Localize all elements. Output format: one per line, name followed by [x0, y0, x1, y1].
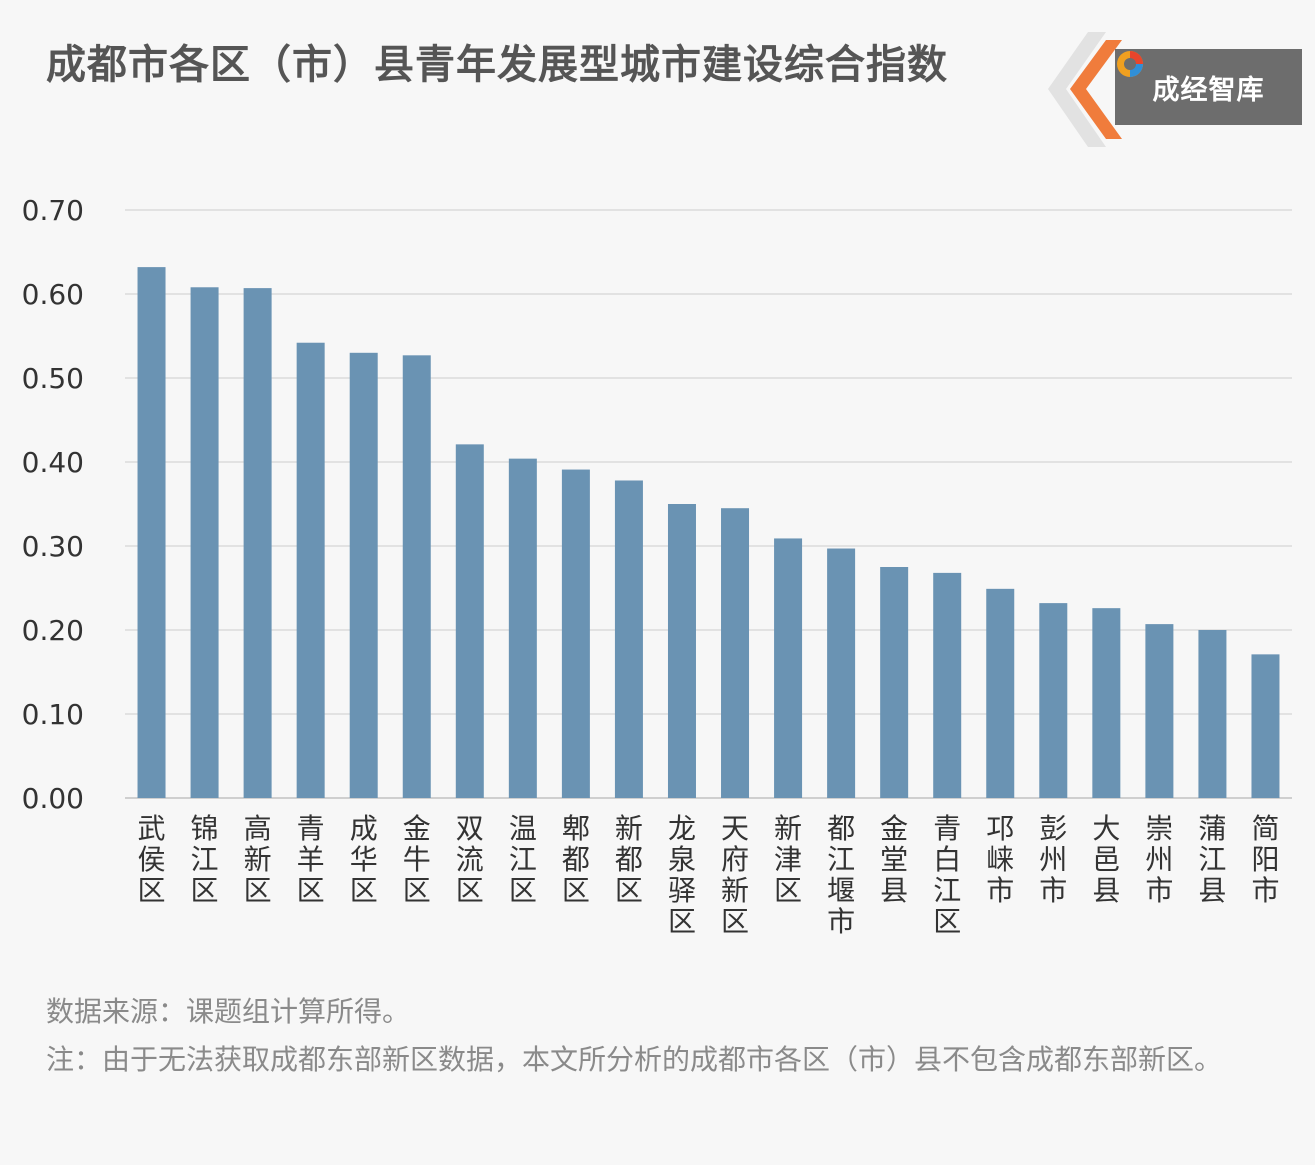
x-category-label: 天府新区 — [721, 812, 749, 938]
bar — [774, 538, 803, 798]
y-tick-label: 0.10 — [22, 698, 84, 731]
footer: 数据来源：课题组计算所得。 注：由于无法获取成都东部新区数据，本文所分析的成都市… — [46, 988, 1296, 1084]
bar — [1092, 608, 1121, 798]
bar — [933, 572, 962, 798]
chart-title: 成都市各区（市）县青年发展型城市建设综合指数 — [46, 42, 948, 88]
x-category-label: 温江区 — [509, 812, 537, 907]
x-category-label: 龙泉驿区 — [668, 812, 696, 938]
x-category-label: 蒲江县 — [1198, 812, 1226, 907]
bar — [614, 480, 643, 798]
x-category-label: 都江堰市 — [827, 812, 855, 938]
y-tick-label: 0.00 — [22, 782, 84, 815]
circular-swirl-logo-icon — [1117, 51, 1143, 77]
bar — [880, 567, 909, 798]
y-tick-label: 0.60 — [22, 278, 84, 311]
bar — [986, 588, 1015, 798]
bar — [1039, 603, 1068, 798]
x-category-label: 简阳市 — [1251, 812, 1279, 907]
y-tick-label: 0.20 — [22, 614, 84, 647]
bar — [721, 508, 750, 798]
bar — [243, 288, 272, 798]
bar — [137, 267, 166, 798]
x-category-label: 邛崃市 — [986, 812, 1014, 907]
x-category-label: 青羊区 — [297, 812, 325, 907]
x-category-label: 成华区 — [350, 812, 378, 907]
bar-chart: 0.00 0.10 0.20 0.30 0.40 0.50 0.60 0.70 武侯区锦江区高新… — [22, 194, 1292, 938]
x-category-label: 彭州市 — [1039, 812, 1067, 907]
x-category-label: 金堂县 — [880, 812, 908, 907]
x-category-label: 青白江区 — [933, 812, 961, 938]
exclusion-note: 注：由于无法获取成都东部新区数据，本文所分析的成都市各区（市）县不包含成都东部新… — [46, 1043, 1223, 1076]
bar — [402, 355, 431, 798]
x-category-label: 金牛区 — [403, 812, 431, 907]
brand-chevron-decoration — [1048, 32, 1122, 147]
y-tick-label: 0.70 — [22, 194, 84, 227]
x-category-label: 双流区 — [456, 812, 484, 907]
brand-logo-block: 成经智库 — [1048, 32, 1308, 147]
bar — [827, 548, 856, 798]
x-category-label: 高新区 — [244, 812, 272, 907]
bar — [561, 469, 590, 798]
bar — [508, 458, 537, 798]
x-category-label: 武侯区 — [138, 812, 166, 907]
y-tick-label: 0.30 — [22, 530, 84, 563]
data-source-note: 数据来源：课题组计算所得。 — [46, 995, 411, 1028]
brand-box: 成经智库 — [1115, 49, 1302, 125]
y-tick-label: 0.50 — [22, 362, 84, 395]
bar — [1198, 630, 1227, 798]
x-category-label: 新津区 — [774, 812, 802, 907]
bar — [1251, 654, 1280, 798]
bar — [349, 352, 378, 798]
brand-name: 成经智库 — [1152, 74, 1265, 106]
x-category-label: 锦江区 — [191, 812, 219, 907]
bar — [667, 504, 696, 798]
x-category-label: 大邑县 — [1092, 812, 1120, 907]
y-tick-label: 0.40 — [22, 446, 84, 479]
x-category-label: 崇州市 — [1145, 812, 1173, 907]
bar — [1145, 624, 1174, 798]
bar — [455, 444, 484, 798]
bar — [296, 342, 325, 798]
x-category-label: 新都区 — [615, 812, 643, 907]
x-category-label: 郫都区 — [562, 812, 590, 907]
bar — [190, 287, 219, 798]
